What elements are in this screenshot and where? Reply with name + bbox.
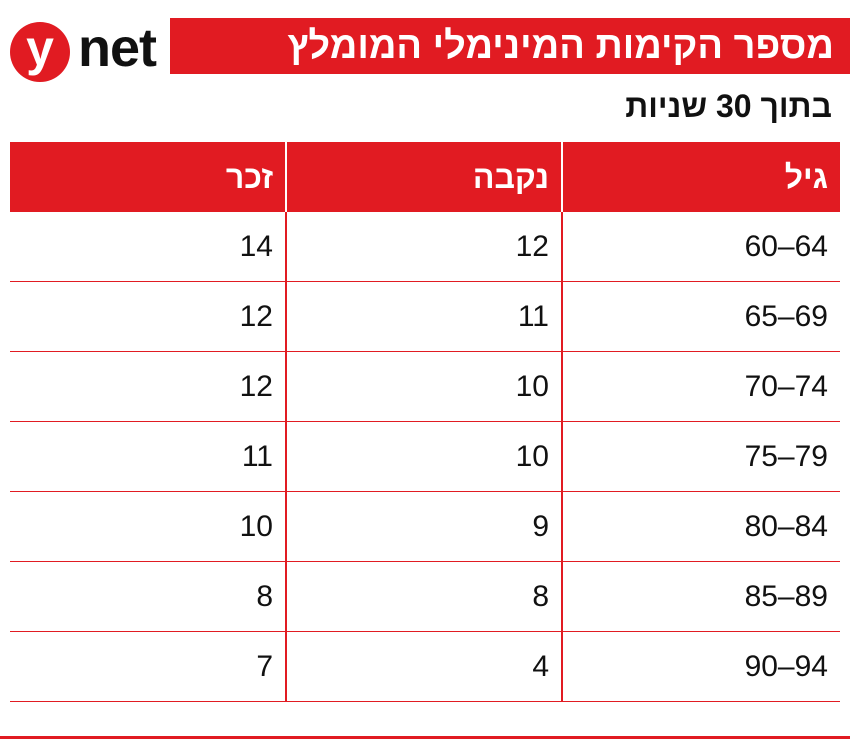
table-row: 65–69 11 12 [10,282,840,352]
table-header-row: גיל נקבה זכר [10,142,840,212]
cell-male: 11 [10,422,287,491]
table-row: 70–74 10 12 [10,352,840,422]
cell-female: 12 [287,212,563,281]
cell-male: 14 [10,212,287,281]
bottom-divider [0,736,850,739]
cell-male: 7 [10,632,287,701]
header-female: נקבה [287,142,563,212]
cell-female: 4 [287,632,563,701]
cell-female: 10 [287,422,563,491]
cell-male: 12 [10,352,287,421]
cell-age: 80–84 [744,510,828,543]
table-row: 90–94 4 7 [10,632,840,702]
cell-age: 70–74 [744,370,828,403]
cell-female: 10 [287,352,563,421]
header-male: זכר [10,142,287,212]
logo-y-circle: y [10,22,70,82]
cell-female: 9 [287,492,563,561]
table-row: 75–79 10 11 [10,422,840,492]
table-row: 80–84 9 10 [10,492,840,562]
table-body: 60–64 12 14 65–69 11 12 70–74 10 12 75–79 10 11 80–8… [10,212,840,702]
header-age: גיל [784,159,828,195]
chart-subtitle: בתוך 30 שניות [625,88,832,124]
chart-title: מספר הקימות המינימלי המומלץ [170,18,850,74]
cell-male: 12 [10,282,287,351]
cell-age: 65–69 [744,300,828,333]
logo-net-text: net [78,18,157,78]
cell-age: 75–79 [744,440,828,473]
data-table: גיל נקבה זכר 60–64 12 14 65–69 11 12 70–74 10 12… [10,142,840,702]
cell-age: 85–89 [744,580,828,613]
table-row: 85–89 8 8 [10,562,840,632]
cell-male: 10 [10,492,287,561]
ynet-logo[interactable]: y net [10,18,160,82]
cell-age: 60–64 [744,230,828,263]
cell-female: 11 [287,282,563,351]
table-row: 60–64 12 14 [10,212,840,282]
cell-age: 90–94 [744,650,828,683]
cell-male: 8 [10,562,287,631]
cell-female: 8 [287,562,563,631]
